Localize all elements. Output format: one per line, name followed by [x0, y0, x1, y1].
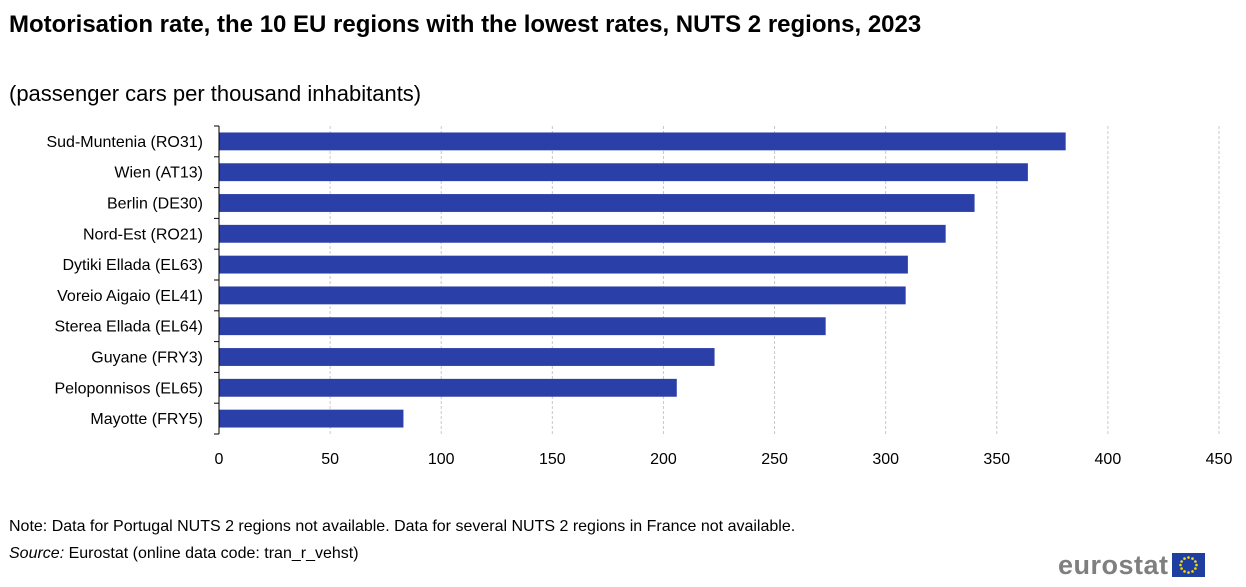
category-label: Nord-Est (RO21) [83, 226, 203, 243]
bar [219, 255, 908, 274]
x-tick-label: 350 [983, 451, 1010, 468]
x-tick-label: 400 [1095, 451, 1122, 468]
bar [219, 286, 906, 305]
x-tick-label: 200 [650, 451, 677, 468]
eu-flag-icon [1171, 553, 1205, 577]
category-labels: Sud-Muntenia (RO31) Wien (AT13) Berlin (DE… [46, 134, 203, 428]
bar [219, 317, 826, 336]
chart-note: Note: Data for Portugal NUTS 2 regions n… [9, 518, 796, 535]
chart-subtitle: (passenger cars per thousand inhabitants… [9, 81, 422, 106]
x-tick-label: 300 [872, 451, 899, 468]
category-label: Sterea Ellada (EL64) [54, 319, 203, 336]
bars [219, 132, 1066, 428]
category-label: Wien (AT13) [114, 165, 203, 182]
category-label: Berlin (DE30) [107, 196, 203, 213]
category-label: Dytiki Ellada (EL63) [63, 257, 204, 274]
eurostat-logo: eurostat [1058, 549, 1205, 581]
category-label: Voreio Aigaio (EL41) [57, 288, 203, 305]
chart-source: Source: Eurostat (online data code: tran… [9, 544, 359, 564]
category-label: Mayotte (FRY5) [90, 411, 203, 428]
bar [219, 163, 1028, 182]
x-tick-label: 450 [1206, 451, 1233, 468]
category-label: Sud-Muntenia (RO31) [46, 134, 203, 151]
bar-chart: Sud-Muntenia (RO31) Wien (AT13) Berlin (DE… [46, 125, 1233, 468]
axes [214, 125, 220, 435]
tick-labels: 0 50 100 150 200 250 300 350 400 450 [215, 451, 1233, 468]
bar [219, 348, 715, 366]
bar [219, 378, 677, 397]
x-tick-label: 250 [761, 451, 788, 468]
bar [219, 132, 1066, 151]
bar [219, 409, 404, 428]
bar [219, 224, 946, 243]
chart-title: Motorisation rate, the 10 EU regions wit… [9, 11, 922, 38]
logo-text: eurostat [1058, 549, 1169, 580]
source-label: Source: [9, 545, 65, 562]
x-tick-label: 150 [539, 451, 566, 468]
source-text: Eurostat (online data code: tran_r_vehst… [64, 545, 359, 562]
x-tick-label: 100 [428, 451, 455, 468]
category-label: Peloponnisos (EL65) [54, 380, 203, 397]
x-tick-label: 0 [215, 451, 224, 468]
x-tick-label: 50 [321, 451, 339, 468]
bar [219, 194, 975, 212]
category-label: Guyane (FRY3) [91, 350, 203, 367]
